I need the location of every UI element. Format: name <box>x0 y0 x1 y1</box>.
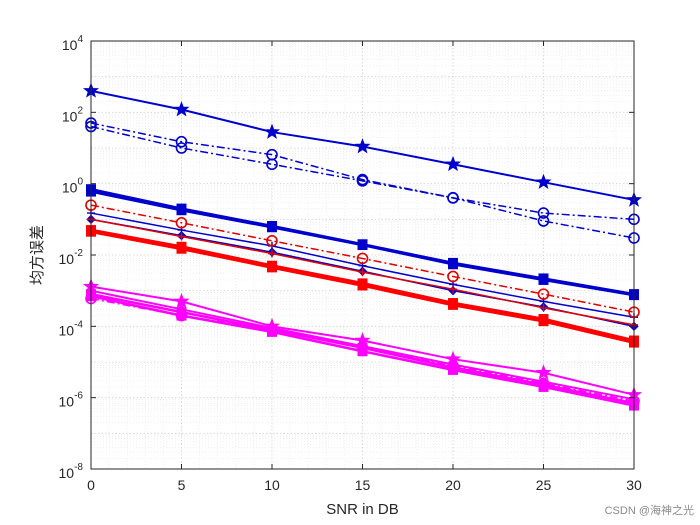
series-red-solid-thin <box>87 215 638 329</box>
x-tick-label: 25 <box>536 477 552 493</box>
x-tick-labels: 0 5 10 15 20 25 30 <box>87 477 642 493</box>
square-marker <box>267 262 277 273</box>
star-marker <box>535 173 552 190</box>
watermark: CSDN @海神之光 <box>605 503 694 517</box>
square-marker <box>538 316 549 327</box>
circle-marker <box>356 252 369 265</box>
series-line <box>90 122 635 221</box>
star-marker <box>173 101 190 117</box>
y-tick-label: 10-8 <box>59 462 84 481</box>
plus-marker <box>449 285 457 294</box>
circle-marker <box>537 207 550 219</box>
square-marker <box>538 274 549 285</box>
series-line <box>90 204 635 313</box>
x-tick-label: 30 <box>626 477 642 493</box>
x-axis-label: SNR in DB <box>326 501 399 518</box>
plus-marker <box>268 249 276 258</box>
star-marker <box>444 155 462 172</box>
square-marker <box>176 205 187 216</box>
star-marker <box>535 364 552 380</box>
x-tick-label: 15 <box>355 477 371 493</box>
square-marker <box>448 259 458 270</box>
star-marker <box>173 292 190 309</box>
circle-marker <box>447 192 459 204</box>
y-tick-label: 102 <box>62 105 84 124</box>
tick-marks <box>90 40 635 470</box>
circle-marker <box>266 158 278 171</box>
circle-marker <box>356 175 369 187</box>
circle-marker <box>537 288 550 300</box>
plus-marker <box>358 268 367 277</box>
circle-marker <box>356 342 369 354</box>
y-tick-label: 100 <box>62 177 84 196</box>
series-layer <box>82 82 643 411</box>
x-tick-label: 5 <box>178 477 186 493</box>
y-tick-label: 10-6 <box>59 391 84 410</box>
circle-marker <box>266 235 278 247</box>
y-tick-labels: 10-8 10-6 10-4 10-2 100 102 104 <box>59 34 84 481</box>
series-line <box>90 125 635 239</box>
circle-marker <box>447 359 459 372</box>
circle-marker <box>447 270 459 283</box>
square-marker <box>357 280 368 291</box>
y-tick-label: 10-2 <box>59 248 84 267</box>
circle-marker <box>175 216 188 229</box>
square-marker <box>267 222 277 233</box>
circle-marker <box>537 215 550 227</box>
series-line <box>90 297 635 402</box>
circle-marker <box>175 135 188 148</box>
circle-marker <box>266 323 278 336</box>
square-marker <box>357 240 368 251</box>
circle-marker <box>175 142 188 154</box>
square-marker <box>176 243 187 254</box>
square-marker <box>448 299 458 310</box>
star-marker <box>354 138 371 154</box>
plus-marker <box>539 303 548 312</box>
plus-marker <box>177 232 186 241</box>
y-axis-label: 均方误差 <box>29 225 46 285</box>
plot-area <box>82 40 643 470</box>
x-tick-label: 10 <box>264 477 280 493</box>
y-tick-label: 10-4 <box>59 319 84 338</box>
circle-marker <box>537 377 550 390</box>
y-tick-label: 104 <box>62 34 84 53</box>
x-tick-label: 20 <box>445 477 461 493</box>
circle-marker <box>175 309 188 322</box>
star-marker <box>263 123 281 139</box>
x-tick-label: 0 <box>87 477 95 493</box>
